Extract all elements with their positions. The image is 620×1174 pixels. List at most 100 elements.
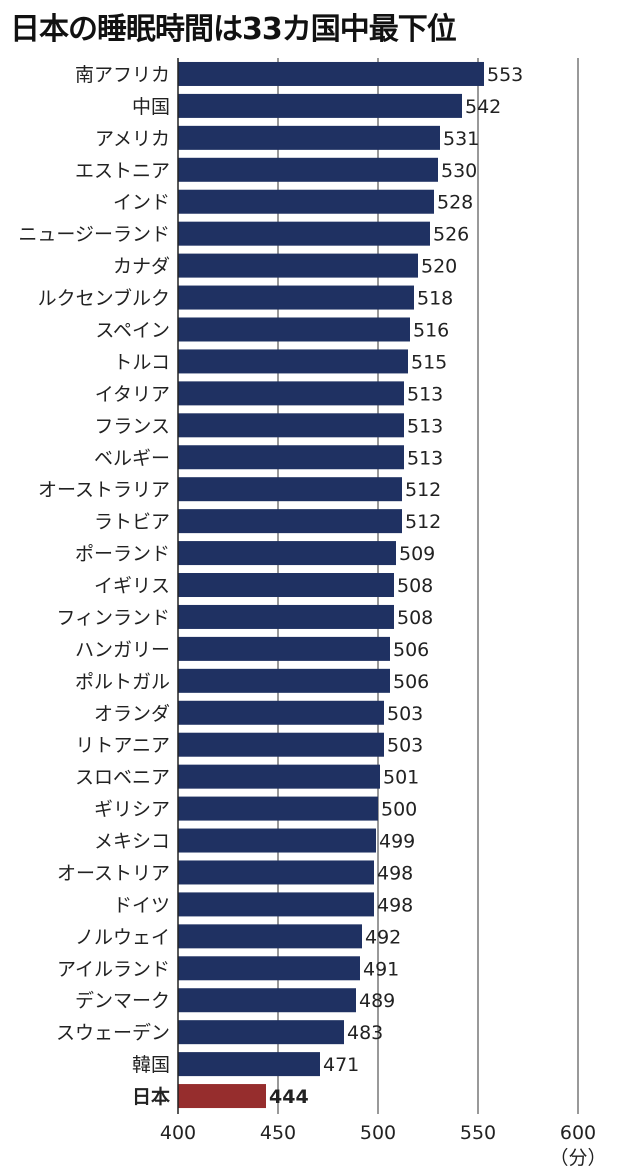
category-label: スウェーデン	[56, 1022, 170, 1044]
x-tick-label: 450	[260, 1122, 296, 1144]
category-label: 中国	[132, 96, 170, 118]
x-tick-label: 500	[360, 1122, 396, 1144]
category-label: エストニア	[75, 160, 170, 182]
category-label: ドイツ	[113, 894, 170, 916]
value-label: 483	[347, 1022, 383, 1044]
value-label: 508	[397, 607, 433, 629]
bar	[178, 285, 414, 310]
bar	[178, 860, 374, 885]
category-label: フィンランド	[56, 607, 170, 629]
value-label: 515	[411, 351, 447, 373]
value-label: 444	[269, 1086, 309, 1108]
value-label: 503	[387, 703, 423, 725]
category-label: 韓国	[132, 1054, 170, 1076]
category-label: ニュージーランド	[18, 224, 170, 246]
bar	[178, 221, 430, 246]
value-label: 513	[407, 447, 443, 469]
value-label: 500	[381, 799, 417, 821]
bar	[178, 604, 394, 629]
bar	[178, 1052, 320, 1077]
value-label: 516	[413, 319, 449, 341]
bar	[178, 892, 374, 917]
category-label: オーストリア	[57, 862, 170, 884]
bar	[178, 700, 384, 725]
value-label: 492	[365, 926, 401, 948]
bar	[178, 541, 396, 566]
bar	[178, 381, 404, 406]
value-label: 491	[363, 958, 399, 980]
category-label: リトアニア	[75, 735, 170, 757]
category-label: デンマーク	[75, 990, 170, 1012]
value-label: 518	[417, 288, 453, 310]
bar	[178, 668, 390, 693]
bar	[178, 509, 402, 534]
bar	[178, 573, 394, 598]
value-label: 512	[405, 511, 441, 533]
value-label: 520	[421, 256, 457, 278]
category-label: 南アフリカ	[75, 64, 170, 86]
category-label: ルクセンブルク	[38, 287, 170, 310]
value-label: 506	[393, 639, 429, 661]
value-label: 530	[441, 160, 477, 182]
bar	[178, 349, 408, 374]
category-label: イギリス	[94, 575, 170, 597]
bar	[178, 956, 360, 981]
bar	[178, 1084, 266, 1109]
bar	[178, 157, 438, 182]
bar	[178, 988, 356, 1013]
category-label: メキシコ	[94, 831, 170, 853]
bar	[178, 636, 390, 661]
category-label: カナダ	[113, 256, 170, 278]
bar	[178, 125, 440, 150]
bar	[178, 1020, 344, 1045]
category-label: ノルウェイ	[75, 926, 170, 948]
category-label: スペイン	[95, 319, 170, 341]
value-label: 499	[379, 831, 415, 853]
bar	[178, 732, 384, 757]
chart-title: 日本の睡眠時間は33カ国中最下位	[10, 12, 457, 47]
value-label: 503	[387, 735, 423, 757]
category-label: スロベニア	[75, 767, 170, 789]
category-label: ハンガリー	[75, 639, 170, 661]
category-label: ベルギー	[94, 447, 170, 469]
x-tick-label: 400	[160, 1122, 196, 1144]
bar	[178, 61, 484, 86]
category-label: ラトビア	[94, 511, 170, 533]
x-tick-label: 550	[460, 1122, 496, 1144]
value-label: 498	[377, 894, 413, 916]
category-label: ポーランド	[75, 543, 170, 565]
category-label: フランス	[94, 415, 170, 437]
value-label: 508	[397, 575, 433, 597]
bar	[178, 413, 404, 438]
unit-label: （分）	[549, 1147, 606, 1169]
value-label: 512	[405, 479, 441, 501]
bar	[178, 253, 418, 278]
value-label: 542	[465, 96, 501, 118]
bar	[178, 477, 402, 502]
bar	[178, 93, 462, 118]
bar	[178, 828, 376, 853]
bar	[178, 796, 378, 821]
category-label: 日本	[132, 1085, 170, 1108]
value-label: 553	[487, 64, 523, 86]
category-label: インド	[113, 192, 170, 214]
category-label: アイルランド	[57, 958, 170, 980]
value-label: 513	[407, 383, 443, 405]
category-label: トルコ	[113, 351, 170, 373]
value-label: 526	[433, 224, 469, 246]
category-label: ギリシア	[94, 799, 170, 821]
bar	[178, 189, 434, 214]
value-label: 498	[377, 862, 413, 884]
x-tick-label: 600	[560, 1122, 596, 1144]
category-label: アメリカ	[95, 128, 170, 150]
category-label: オーストラリア	[38, 479, 170, 501]
value-label: 501	[383, 767, 419, 789]
value-label: 506	[393, 671, 429, 693]
category-label: イタリア	[95, 383, 170, 405]
bar	[178, 317, 410, 342]
category-label: オランダ	[94, 703, 170, 725]
bar	[178, 445, 404, 470]
category-label: ポルトガル	[75, 671, 170, 693]
value-label: 528	[437, 192, 473, 214]
